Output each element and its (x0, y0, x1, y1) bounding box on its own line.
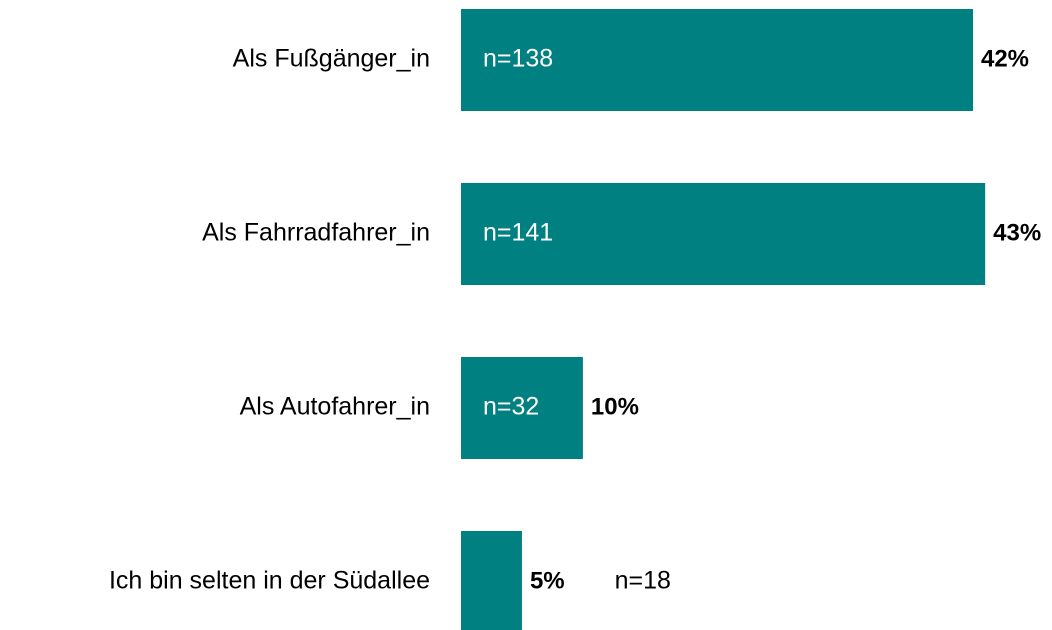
bar (461, 357, 583, 459)
value-label: 10% (591, 393, 639, 420)
n-label: n=18 (615, 567, 671, 595)
n-label: n=32 (483, 393, 539, 421)
category-label: Als Autofahrer_in (240, 393, 430, 421)
value-label: 42% (981, 45, 1029, 72)
value-label: 43% (993, 219, 1041, 246)
bar (461, 9, 973, 111)
bar (461, 183, 986, 285)
category-label: Als Fußgänger_in (233, 45, 430, 73)
category-label: Ich bin selten in der Südallee (109, 567, 430, 595)
bar (461, 531, 522, 630)
n-label: n=138 (483, 45, 553, 73)
value-label: 5% (530, 567, 565, 594)
category-label: Als Fahrradfahrer_in (202, 219, 430, 247)
n-label: n=141 (483, 219, 553, 247)
